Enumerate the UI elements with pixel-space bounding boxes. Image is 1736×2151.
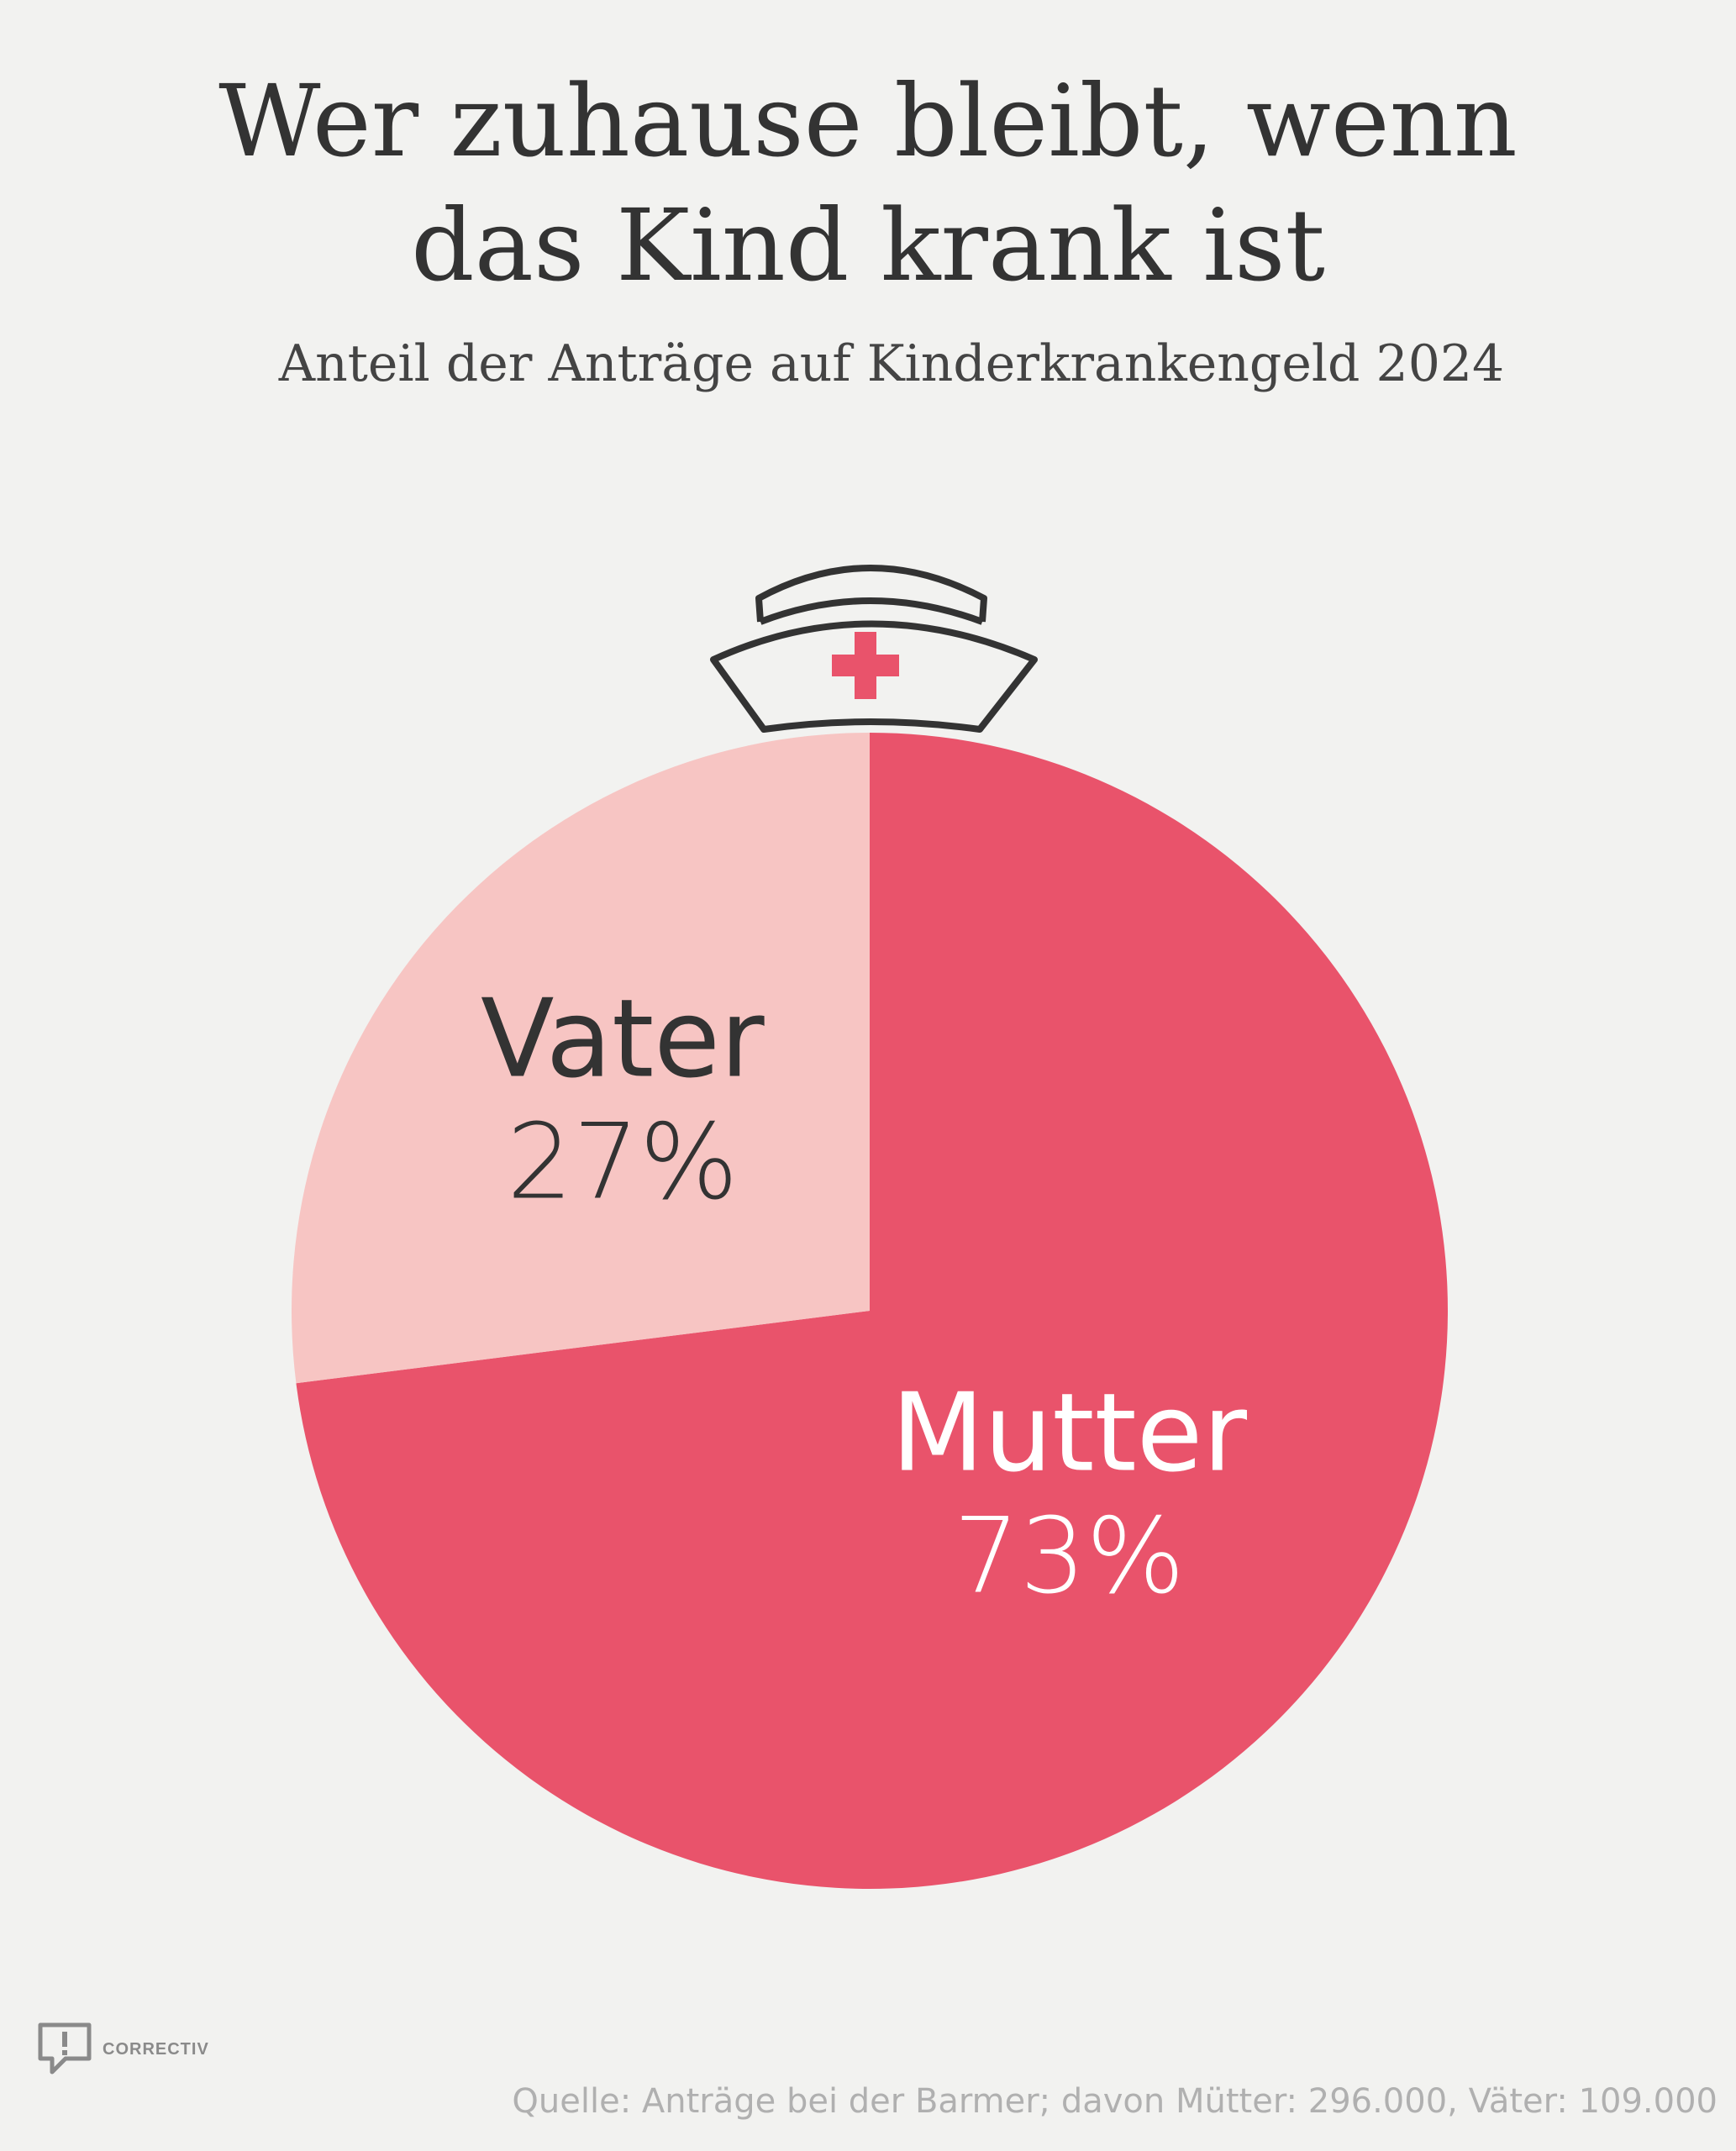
pie-label-vater: Vater (481, 977, 765, 1102)
speech-bubble-icon (38, 2022, 92, 2075)
pie-label-mutter: Mutter (892, 1370, 1248, 1496)
pie-value-vater: 27% (507, 1102, 739, 1223)
logo-text: CORRECTIV (103, 2039, 209, 2059)
chart-subtitle: Anteil der Anträge auf Kinderkrankengeld… (278, 334, 1505, 393)
chart-title-line-2: das Kind krank ist (411, 187, 1325, 303)
chart-title: Wer zuhause bleibt, wenn das Kind krank … (0, 59, 1736, 308)
chart-title-line-1: Wer zuhause bleibt, wenn (218, 63, 1518, 179)
nurse-cap-icon (710, 565, 1038, 733)
pie-slice-mutter (296, 733, 1449, 1889)
pie-value-mutter: 73% (954, 1496, 1186, 1617)
pie-slices (291, 733, 1449, 1889)
pie-slice-vater (291, 733, 870, 1384)
source-note: Quelle: Anträge bei der Barmer; davon Mü… (512, 2082, 1718, 2121)
correctiv-logo: CORRECTIV (35, 2020, 209, 2079)
red-cross-icon (832, 632, 899, 699)
